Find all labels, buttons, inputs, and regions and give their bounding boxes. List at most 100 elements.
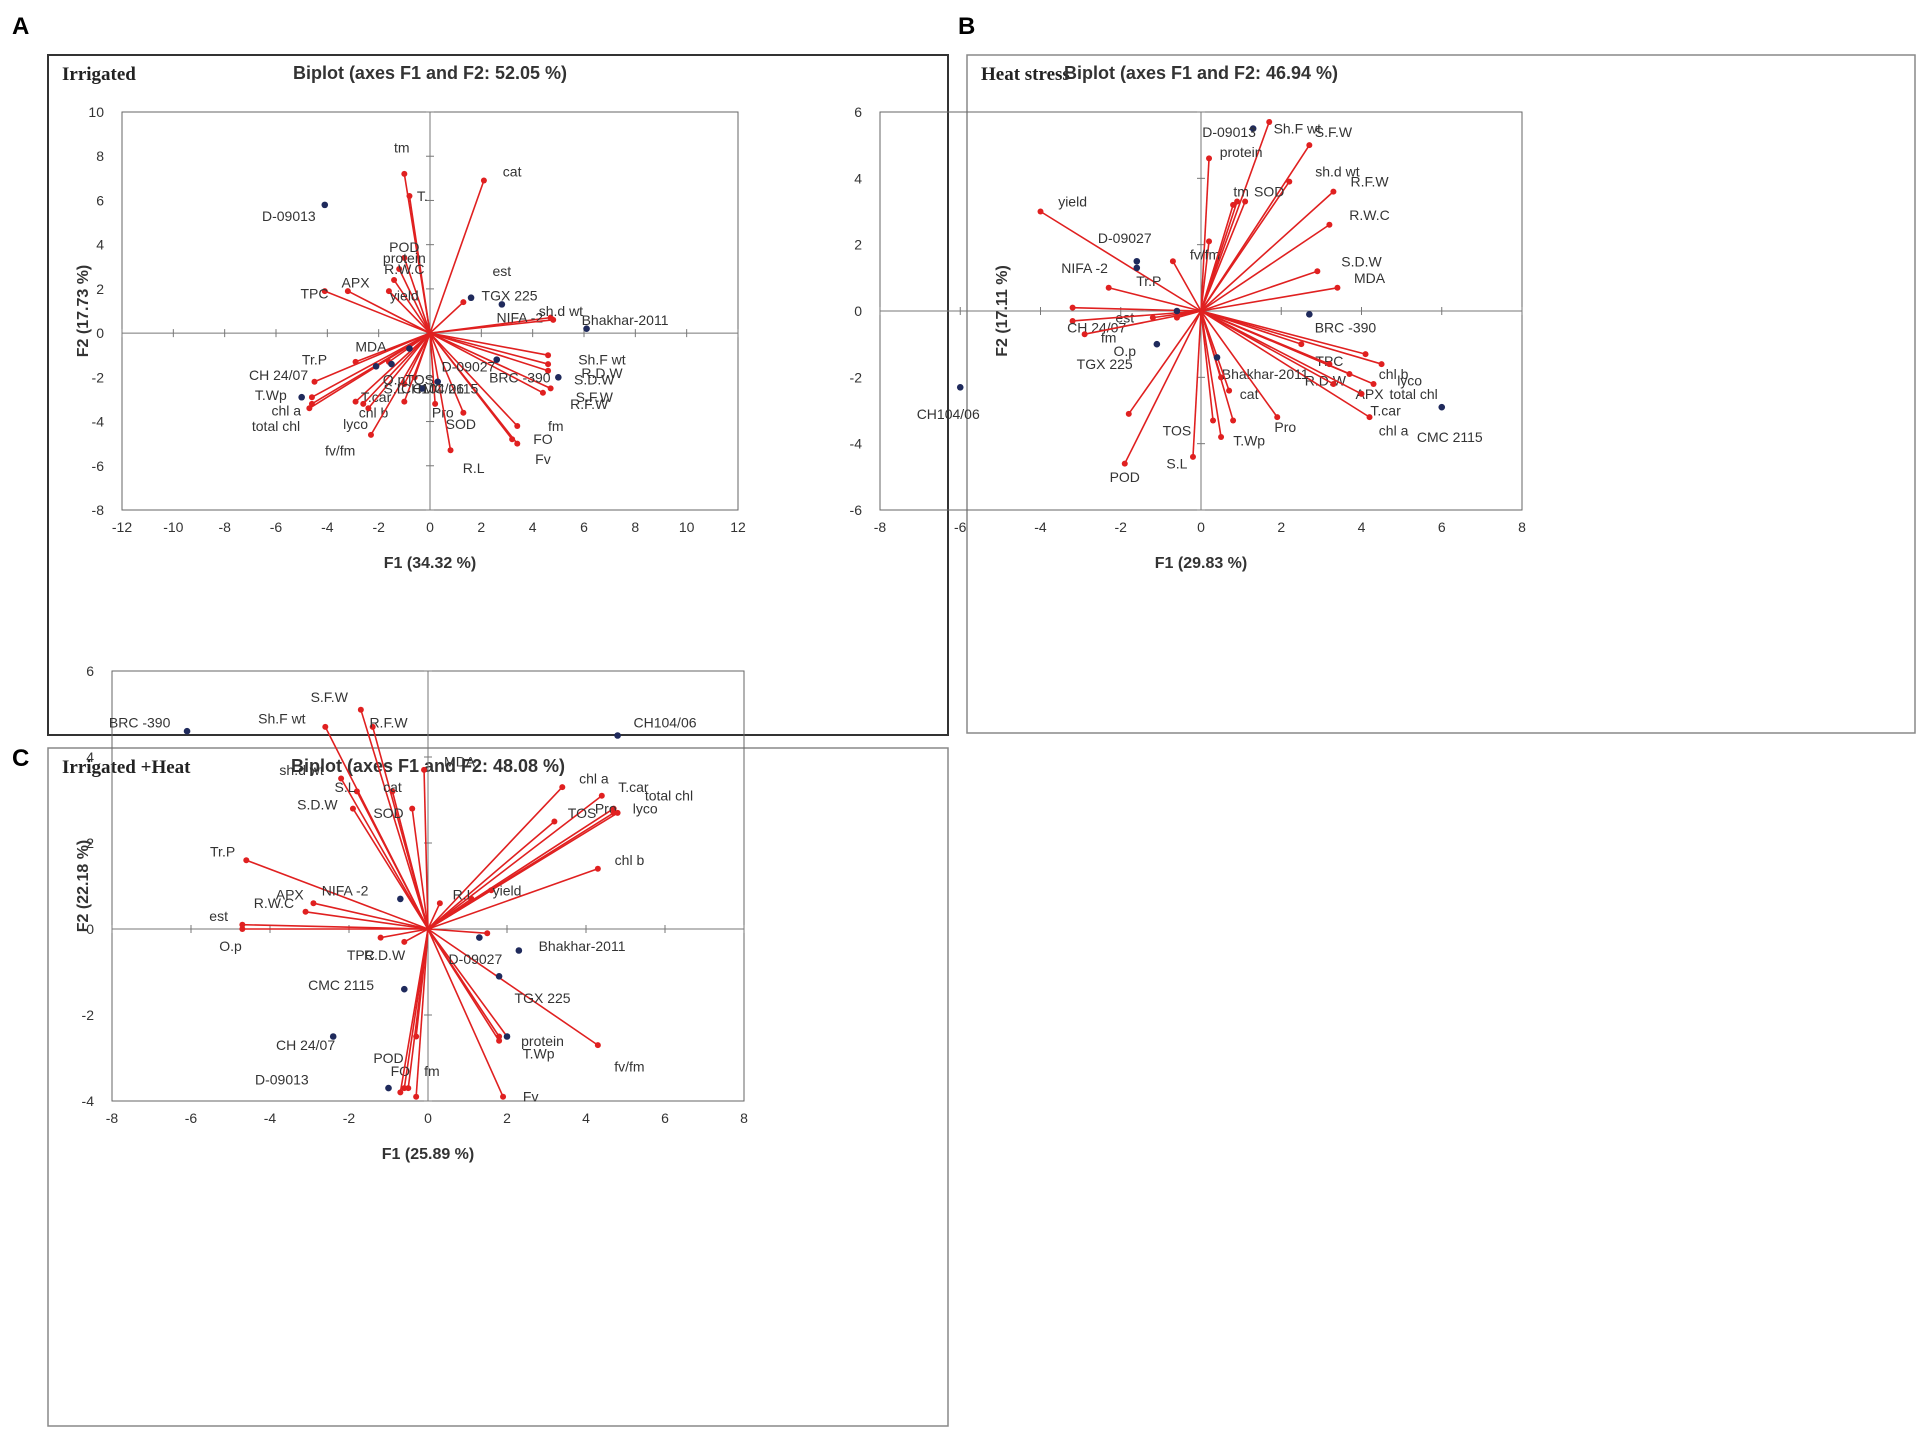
vector-label-t: T. [417, 188, 428, 204]
vector-tip-cat [480, 177, 487, 184]
vector-label-fv-fm: fv/fm [614, 1059, 644, 1075]
y-tick-label: -6 [92, 458, 105, 474]
y-tick-label: 8 [96, 148, 104, 164]
vector-label-tpc: TPC [301, 285, 329, 301]
vector-label-fm: fm [424, 1063, 440, 1079]
vector-pro [429, 333, 436, 404]
panel-frame-a [47, 54, 949, 736]
vector-label-sod: SOD [1254, 184, 1284, 200]
vector-tpc [324, 290, 431, 334]
vector-tip-unnamed [1149, 314, 1156, 321]
vector-label-mda: MDA [1354, 270, 1386, 286]
vector-tpc [380, 928, 429, 939]
vector-tip-t [406, 193, 413, 200]
vector-s-d-w [1200, 270, 1318, 312]
vector-tip-sh-f-wt [322, 723, 329, 730]
vector-pro [1200, 310, 1278, 418]
x-tick-label: -6 [270, 519, 283, 535]
vector-tip-tpc [321, 288, 328, 295]
observation-nifa-2 [397, 895, 404, 903]
vector-tip-est [239, 921, 246, 928]
vector-label-protein: protein [1220, 144, 1263, 160]
vector-label-r-l: R.L [463, 460, 485, 476]
y-tick-label: -2 [850, 369, 863, 385]
vector-tip-fo [509, 436, 516, 443]
vector-label-ch-24-07: CH 24/07 [249, 367, 308, 383]
x-tick-label: 8 [631, 519, 639, 535]
vector-label-bhakhar-2011: Bhakhar-2011 [1222, 366, 1309, 382]
vector-label-protein: protein [383, 250, 426, 266]
x-tick-label: -8 [106, 1110, 119, 1126]
vector-label-apx: APX [342, 274, 371, 290]
vector-tip-chl-a [559, 784, 566, 791]
vector-s-l [1192, 310, 1202, 457]
vector-sod [1200, 201, 1246, 312]
y-tick-label: 6 [854, 104, 862, 120]
vector-fv [429, 332, 518, 445]
x-tick-label: 8 [1518, 519, 1526, 535]
vector-tip-yield [1037, 208, 1044, 215]
vector-label-tpc: TPC [1315, 353, 1343, 369]
vector-cat [391, 791, 429, 930]
vector-tip-r-f-w [539, 389, 546, 396]
vector-sh-d-wt [340, 778, 429, 930]
vector-tip-fv-fm [367, 431, 374, 438]
x-tick-label: -2 [343, 1110, 356, 1126]
vector-protein [427, 928, 508, 1037]
vector-label-mda: MDA [444, 753, 476, 769]
panel-label-b: B [958, 13, 975, 40]
vector-label-tr-p: Tr.P [210, 844, 235, 860]
vector-tos [1200, 310, 1214, 421]
vector-tip-fm [413, 1093, 420, 1100]
vector-mda [423, 769, 429, 930]
vector-tip-total-chl [306, 405, 313, 412]
observation-ch104-06 [956, 383, 964, 391]
vector-t-car [1200, 310, 1362, 395]
vector-tip-apx [344, 288, 351, 295]
observation-label-ch-24-07: CH 24/07 [276, 1037, 335, 1053]
vector-tip-unnamed [436, 900, 443, 907]
x-tick-label: 8 [740, 1110, 748, 1126]
vector-yield [1040, 210, 1202, 312]
x-tick-label: 2 [1277, 519, 1285, 535]
vector-tip-sod [409, 805, 416, 812]
vector-tip-apx [310, 900, 317, 907]
observation-bhakhar-2011 [583, 325, 590, 332]
vector-tip-tos [551, 818, 558, 825]
vector-tip-pod [1121, 460, 1128, 467]
vector-tip-r-w-c [1326, 221, 1333, 228]
biplot-irrigated-heat: Irrigated +Heat Biplot (axes F1 and F2: 4… [62, 663, 748, 1163]
vector-est [429, 301, 464, 334]
vector-tip-fv [514, 440, 521, 447]
observation-cmc-2115 [1438, 403, 1446, 411]
vector-r-d-w [429, 332, 549, 365]
vector-tip-s-f-w [547, 385, 554, 392]
x-tick-label: 6 [661, 1110, 669, 1126]
vector-tip-t-car [352, 398, 359, 405]
observation-label-bhakhar-2011: Bhakhar-2011 [539, 938, 626, 954]
panel-frame-c [47, 747, 949, 1427]
vector-s-f-w [429, 332, 551, 390]
vector-tip-tr-p [1169, 258, 1176, 265]
vector-label-fv: Fv [535, 451, 551, 467]
chart-title: Biplot (axes F1 and F2: 52.05 %) [293, 63, 567, 83]
y-tick-label: 6 [86, 663, 94, 679]
vector-tip-sod [1242, 198, 1249, 205]
observation-unnamed [503, 1033, 511, 1040]
vector-protein [1200, 158, 1210, 312]
vector-label-tos: TOS [405, 372, 434, 388]
x-tick-label: -2 [372, 519, 385, 535]
vector-tip-s-f-w [357, 706, 364, 713]
vector-tip-fv [500, 1093, 507, 1100]
x-tick-label: -8 [874, 519, 887, 535]
vector-tip-tpc [377, 934, 384, 941]
y-tick-label: -6 [850, 502, 863, 518]
vector-tip-o-p [401, 380, 408, 387]
x-tick-label: -2 [1115, 519, 1128, 535]
vector-tip-r-d-w [545, 361, 552, 368]
vector-tr-p [246, 859, 429, 930]
y-tick-label: 4 [854, 170, 862, 186]
vector-tip-lyco [365, 405, 372, 412]
observation-label-o-p: O.p [1113, 343, 1136, 359]
vector-tip-t-car [1358, 390, 1365, 397]
